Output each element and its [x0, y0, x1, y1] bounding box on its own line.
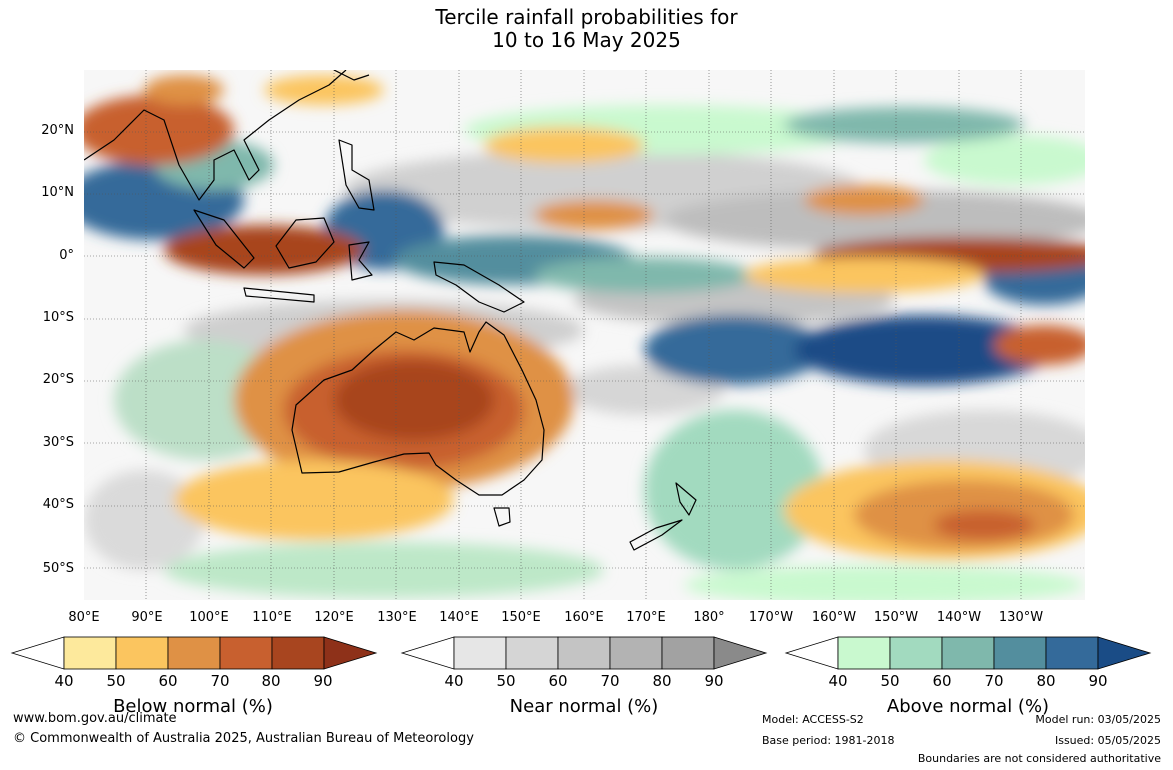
colorbar-near-tick: 60: [548, 672, 568, 690]
colorbar-min-triangle: [784, 636, 839, 670]
colorbar-above-tick: 40: [828, 672, 848, 690]
rainfall-probability-map: [84, 70, 1085, 600]
lon-label: 140°W: [936, 610, 982, 625]
lat-label: 30°S: [42, 435, 74, 450]
colorbar-below-tick: 70: [210, 672, 230, 690]
colorbar-near-tick: 50: [496, 672, 516, 690]
lon-label: 170°E: [626, 610, 666, 625]
colorbar-below-title: Below normal (%): [113, 696, 273, 717]
colorbar-near-tick: 90: [704, 672, 724, 690]
lon-label: 110°E: [252, 610, 292, 625]
lon-label: 90°E: [131, 610, 163, 625]
lon-label: 160°W: [811, 610, 857, 625]
colorbar-above-tick: 80: [1036, 672, 1056, 690]
colorbar-below-tick: 80: [261, 672, 281, 690]
sumatra-coastline: [193, 209, 255, 269]
lon-label: 170°W: [748, 610, 794, 625]
copyright-text: © Commonwealth of Australia 2025, Austra…: [13, 731, 474, 746]
colorbar-above-normal: [784, 636, 1152, 670]
colorbar-below-tick: 40: [54, 672, 74, 690]
lon-label: 130°W: [998, 610, 1044, 625]
colorbar-swatch: [219, 636, 273, 670]
colorbar-swatch: [993, 636, 1047, 670]
australia-coastline: [291, 321, 545, 496]
lat-label: 0°: [59, 248, 74, 263]
colorbar-near-tick: 40: [444, 672, 464, 690]
colorbar-swatch: [505, 636, 559, 670]
colorbar-above-tick: 50: [880, 672, 900, 690]
colorbar-swatch: [167, 636, 221, 670]
colorbars: [10, 636, 1152, 670]
colorbar-below-tick: 60: [158, 672, 178, 690]
colorbar-above-title: Above normal (%): [886, 696, 1050, 717]
colorbar-max-triangle: [323, 636, 378, 670]
lat-label: 40°S: [42, 497, 74, 512]
colorbar-swatch: [889, 636, 943, 670]
lat-label: 50°S: [42, 561, 74, 576]
issued-date: Issued: 05/05/2025: [1054, 734, 1161, 747]
colorbar-below-tick: 50: [106, 672, 126, 690]
lon-label: 140°E: [439, 610, 479, 625]
website-link[interactable]: www.bom.gov.au/climate: [13, 711, 177, 726]
colorbar-above-tick: 90: [1088, 672, 1108, 690]
lon-label: 180°: [693, 610, 725, 625]
lon-label: 100°E: [189, 610, 229, 625]
lon-label: 150°E: [501, 610, 541, 625]
colorbar-swatch: [1045, 636, 1099, 670]
colorbar-swatch: [661, 636, 715, 670]
japan-coastline: [333, 70, 370, 81]
colorbar-swatch: [453, 636, 507, 670]
base-period: Base period: 1981-2018: [762, 734, 895, 747]
chart-title-line1: Tercile rainfall probabilities for: [435, 5, 738, 29]
colorbar-near-tick: 70: [600, 672, 620, 690]
philippines-coastline: [338, 139, 375, 211]
colorbar-max-triangle: [1097, 636, 1152, 670]
colorbar-swatch: [837, 636, 891, 670]
colorbar-min-triangle: [400, 636, 455, 670]
sulawesi-coastline: [348, 241, 373, 281]
new-zealand-coastline: [629, 482, 697, 551]
boundaries-disclaimer: Boundaries are not considered authoritat…: [917, 752, 1161, 765]
colorbar-above-tick: 70: [984, 672, 1004, 690]
colorbar-near-tick: 80: [652, 672, 672, 690]
colorbar-swatch: [941, 636, 995, 670]
java-coastline: [243, 287, 315, 303]
lon-label: 130°E: [377, 610, 417, 625]
colorbar-swatch: [115, 636, 169, 670]
colorbar-max-triangle: [713, 636, 768, 670]
model-run-date: Model run: 03/05/2025: [1035, 713, 1161, 726]
colorbar-swatch: [609, 636, 663, 670]
colorbar-swatch: [63, 636, 117, 670]
colorbar-below-normal: [10, 636, 378, 670]
lat-label: 20°S: [42, 372, 74, 387]
lon-label: 80°E: [68, 610, 100, 625]
lat-label: 20°N: [41, 123, 74, 138]
colorbar-below-tick: 90: [313, 672, 333, 690]
colorbar-near-title: Near normal (%): [509, 696, 659, 717]
chart-title-line2: 10 to 16 May 2025: [492, 28, 681, 52]
tasmania-coastline: [493, 507, 511, 527]
lon-label: 150°W: [873, 610, 919, 625]
lat-label: 10°S: [42, 310, 74, 325]
lon-label: 120°E: [314, 610, 354, 625]
lat-label: 10°N: [41, 185, 74, 200]
asia-coastline: [84, 70, 347, 201]
lon-label: 160°E: [564, 610, 604, 625]
new-guinea-coastline: [433, 261, 525, 313]
borneo-coastline: [275, 217, 335, 269]
colorbar-swatch: [557, 636, 611, 670]
colorbar-near-normal: [400, 636, 768, 670]
colorbar-swatch: [271, 636, 325, 670]
colorbar-above-tick: 60: [932, 672, 952, 690]
model-name: Model: ACCESS-S2: [762, 713, 864, 726]
colorbar-min-triangle: [10, 636, 65, 670]
